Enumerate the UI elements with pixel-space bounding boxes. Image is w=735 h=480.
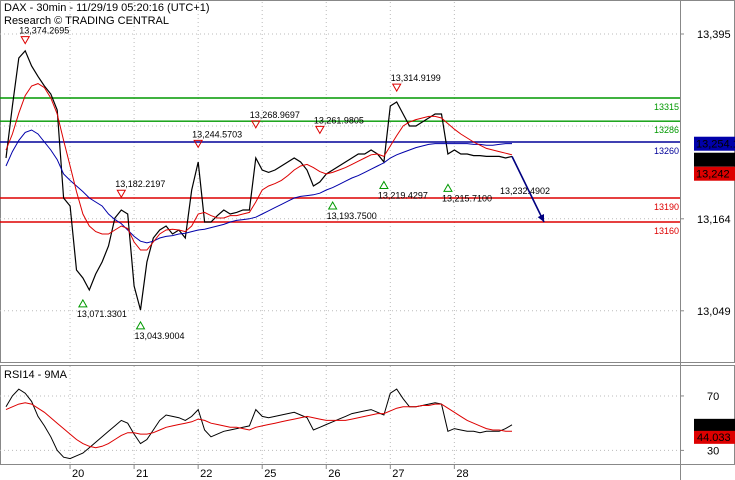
swing-high-label: 13,261.9805	[314, 115, 364, 125]
swing-low-label: 13,071.3301	[77, 309, 127, 319]
swing-high-marker	[250, 120, 261, 129]
series-layer	[5, 49, 513, 311]
level-label-13160: 13160	[654, 226, 679, 236]
price-box	[694, 166, 735, 181]
levels-layer: 13315 13286 13260 13190 13160	[0, 97, 680, 236]
x-axis-label: 21	[136, 468, 148, 480]
rsi-value-box	[694, 418, 735, 432]
swing-low-marker	[135, 320, 146, 330]
swing-low-marker	[443, 183, 453, 192]
level-label-13260: 13260	[654, 146, 679, 156]
series-price	[5, 49, 513, 311]
projection-arrow-head	[537, 214, 544, 222]
swing-high-label: 13,182.2197	[115, 179, 165, 189]
projection-label: 13,232.4902	[500, 186, 550, 196]
swing-high-marker	[116, 189, 127, 199]
swing-low-marker	[77, 298, 88, 308]
x-axis-label: 28	[456, 468, 468, 480]
price-axis-label: 13,164	[697, 214, 731, 226]
x-axis-label: 25	[264, 468, 276, 480]
rsi-title: RSI14 - 9MA	[4, 369, 68, 381]
swing-high-label: 13,314.9199	[391, 73, 441, 83]
series-ma_fast	[5, 129, 512, 244]
swing-high-marker	[391, 83, 402, 93]
swing-low-label: 13,219.4297	[378, 190, 428, 200]
x-axis-label: 22	[200, 468, 212, 480]
rsi-axis-label: 70	[707, 391, 719, 403]
rsi-value-label: 48.7709	[697, 420, 735, 432]
projection-arrow-line	[511, 156, 545, 223]
rsi-panel-frame	[0, 365, 735, 465]
price-box	[694, 152, 735, 167]
swing-high-label: 13,374.2695	[19, 26, 69, 36]
x-axis-label: 20	[72, 468, 84, 480]
price-box-label: 13,254.1	[696, 139, 735, 151]
rsi-axis-label: 30	[707, 445, 719, 457]
rsi-series-rsi	[5, 388, 513, 460]
swing-low-marker	[327, 200, 338, 210]
price-box-label: 13,245.6	[696, 155, 735, 167]
header-source: Research © TRADING CENTRAL	[4, 15, 169, 27]
price-box-label: 13,242	[696, 169, 730, 181]
rsi-series-ma	[5, 402, 512, 449]
level-label-13190: 13190	[654, 202, 679, 212]
swing-high-marker	[20, 36, 31, 45]
level-label-13315: 13315	[654, 102, 679, 112]
x-axis-label: 26	[328, 468, 340, 480]
series-ma_slow	[5, 83, 513, 251]
x-axis-label: 27	[392, 468, 404, 480]
swing-low-label: 13,193.7500	[327, 211, 377, 221]
price-box	[694, 136, 735, 151]
rsi-value-box	[694, 430, 735, 444]
swing-high-marker	[314, 125, 325, 135]
price-axis-label: 13,049	[697, 306, 731, 318]
swing-high-label: 13,244.5703	[192, 129, 242, 139]
swing-low-label: 13,215.7100	[442, 193, 492, 203]
price-axis-label: 13,395	[697, 29, 731, 41]
axes-layer: 13,395 13,164 13,049 20 21 22 25 26 27 28 13,254.1…	[69, 29, 735, 480]
grid-layer	[0, 2, 680, 464]
level-label-13286: 13286	[654, 125, 679, 135]
swing-low-marker	[379, 180, 389, 189]
swing-high-label: 13,268.9697	[250, 110, 300, 120]
markers-layer: 13,232.4902 13,374.2695 13,071.3301 13,182.…	[19, 26, 550, 341]
header-title: DAX - 30min - 11/29/19 05:20:16 (UTC+1)	[4, 2, 210, 14]
swing-low-label: 13,043.9004	[135, 331, 185, 341]
rsi-value-label: 44.033	[697, 432, 731, 444]
swing-high-marker	[193, 139, 204, 149]
